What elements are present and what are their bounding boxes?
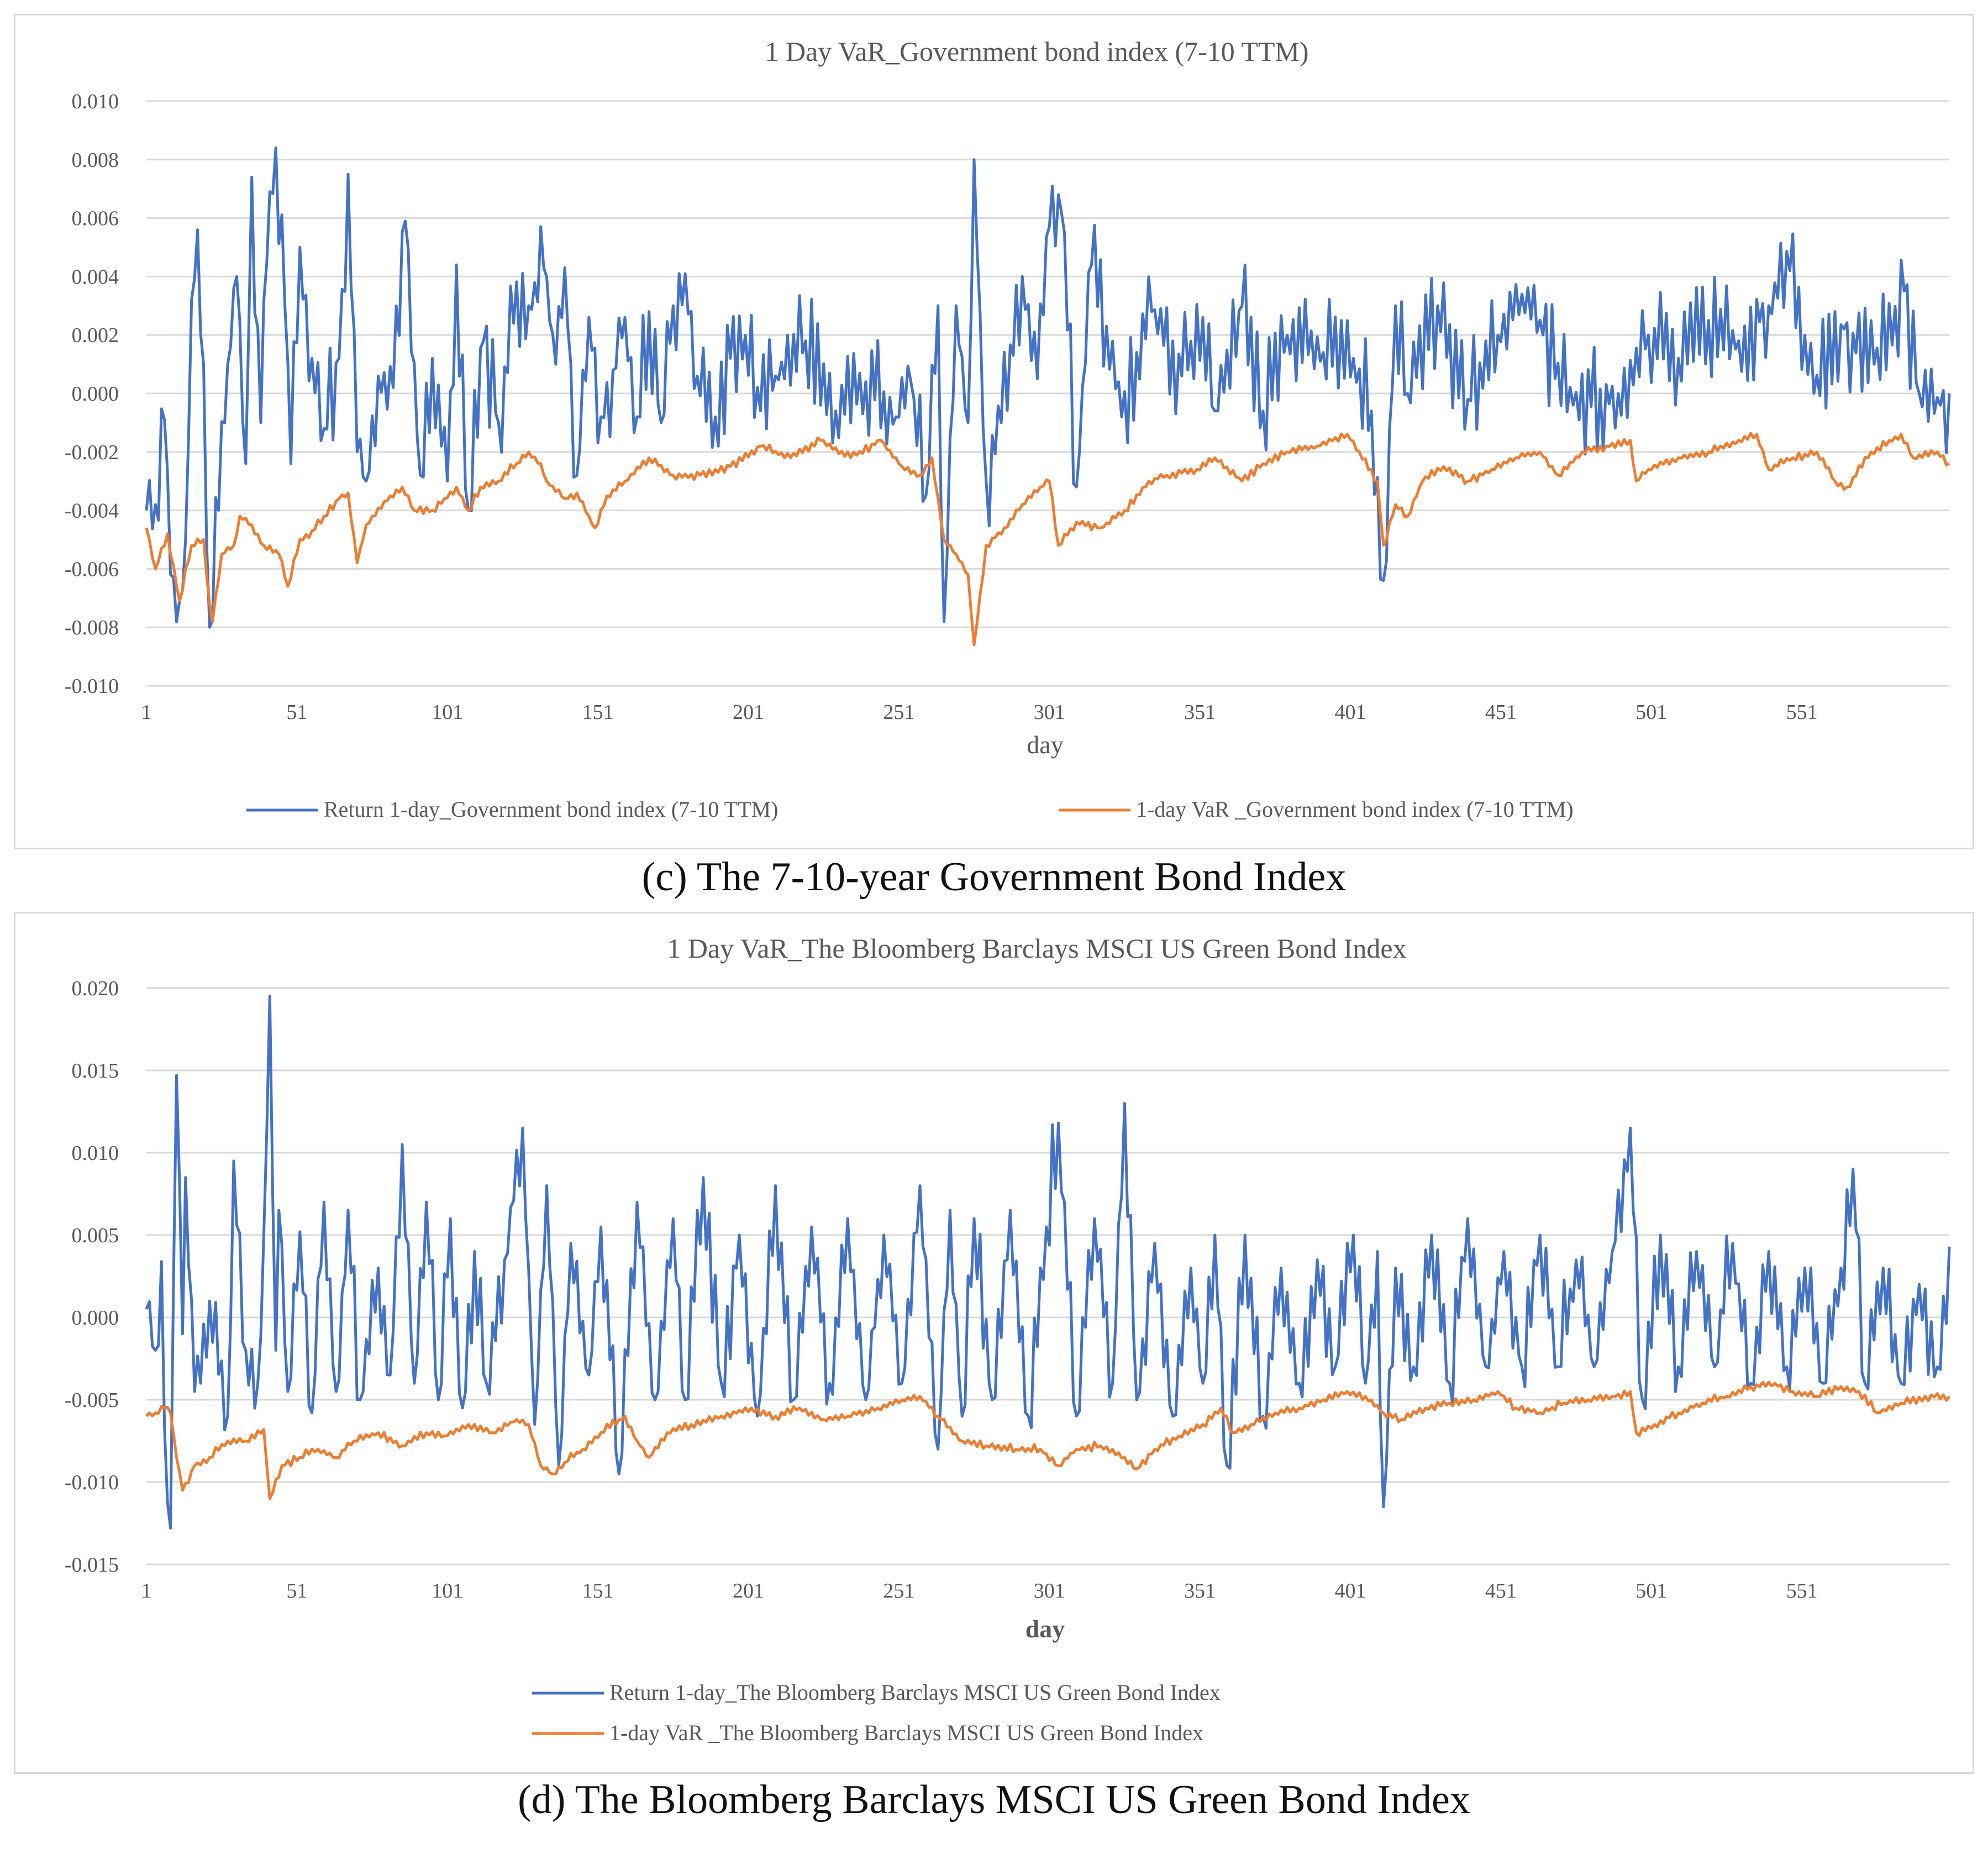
chart-d-series-return-line (145, 995, 1951, 1530)
chart-d-xtick-label: 401 (1334, 1579, 1366, 1603)
chart-d-xtick-label: 251 (883, 1579, 914, 1603)
chart-panel-c: 1 Day VaR_Government bond index (7-10 TT… (14, 14, 1974, 849)
chart-c-xtick-label: 251 (883, 701, 914, 724)
chart-c-title: 1 Day VaR_Government bond index (7-10 TT… (765, 36, 1308, 67)
chart-c-xtick-label: 301 (1034, 701, 1065, 724)
chart-c-xtick-label: 201 (733, 701, 764, 724)
chart-d-xtick-label: 551 (1786, 1579, 1818, 1603)
chart-c-xlabel: day (1027, 731, 1063, 759)
chart-d-title: 1 Day VaR_The Bloomberg Barclays MSCI US… (667, 933, 1406, 964)
chart-c-xtick-label: 551 (1786, 701, 1818, 724)
chart-d-ytick-label: 0.005 (72, 1224, 119, 1247)
chart-d-series-var-line (145, 1380, 1950, 1500)
chart-c-xtick-label: 151 (582, 701, 614, 724)
chart-d-xtick-label: 201 (733, 1579, 764, 1603)
chart-d-legend-label-var: 1-day VaR _The Bloomberg Barclays MSCI U… (609, 1720, 1203, 1745)
chart-c-xtick-label: 401 (1334, 701, 1366, 724)
chart-d-ytick-label: 0.000 (72, 1306, 119, 1330)
chart-d-xtick-label: 451 (1485, 1579, 1517, 1603)
chart-c-xtick-label: 51 (286, 701, 307, 724)
chart-d-legend-label-return: Return 1-day_The Bloomberg Barclays MSCI… (609, 1680, 1221, 1705)
chart-c-xtick-label: 351 (1184, 701, 1216, 724)
chart-c-ytick-label: -0.004 (65, 500, 119, 523)
chart-c-ytick-label: 0.004 (72, 265, 119, 288)
chart-c-ytick-label: -0.006 (65, 558, 119, 581)
chart-d-ytick-label: 0.015 (72, 1059, 119, 1083)
chart-d-xtick-label: 351 (1184, 1579, 1216, 1603)
caption-c: (c) The 7-10-year Government Bond Index (641, 854, 1347, 900)
chart-c-series-var-line (145, 432, 1950, 647)
chart-c-xtick-label: 1 (141, 701, 152, 724)
caption-d: (d) The Bloomberg Barclays MSCI US Green… (518, 1777, 1470, 1822)
chart-d-xtick-label: 151 (582, 1579, 614, 1603)
chart-d-xtick-label: 501 (1635, 1579, 1667, 1603)
chart-d-svg: 1 Day VaR_The Bloomberg Barclays MSCI US… (65, 933, 1951, 1745)
chart-c-legend-label-return: Return 1-day_Government bond index (7-10… (324, 797, 778, 822)
chart-d-xlabel: day (1025, 1615, 1065, 1643)
chart-d-ytick-label: -0.010 (65, 1471, 119, 1494)
chart-c-ytick-label: 0.008 (72, 149, 119, 172)
chart-c-svg: 1 Day VaR_Government bond index (7-10 TT… (65, 36, 1951, 822)
chart-c-ytick-label: -0.008 (65, 616, 119, 639)
chart-c-xtick-label: 101 (432, 701, 463, 724)
chart-d-xtick-label: 51 (286, 1579, 307, 1603)
chart-c-ytick-label: 0.002 (72, 324, 119, 347)
chart-d-ytick-label: -0.015 (65, 1553, 119, 1577)
chart-c-ytick-label: -0.002 (65, 441, 119, 464)
chart-d-ytick-label: -0.005 (65, 1389, 119, 1412)
chart-c-ytick-label: 0.006 (72, 207, 119, 230)
chart-c-legend-label-var: 1-day VaR _Government bond index (7-10 T… (1136, 797, 1574, 822)
chart-c-xtick-label: 451 (1485, 701, 1517, 724)
chart-d-ytick-label: 0.010 (72, 1142, 119, 1165)
chart-c-ytick-label: 0.010 (72, 90, 119, 113)
chart-panel-d: 1 Day VaR_The Bloomberg Barclays MSCI US… (14, 912, 1974, 1774)
chart-d-xtick-label: 301 (1034, 1579, 1065, 1603)
chart-d-ytick-label: 0.020 (72, 977, 119, 1000)
chart-c-ytick-label: -0.010 (65, 675, 119, 698)
chart-c-xtick-label: 501 (1635, 701, 1667, 724)
chart-c-ytick-label: 0.000 (72, 382, 119, 406)
chart-d-xtick-label: 101 (432, 1579, 463, 1603)
chart-d-xtick-label: 1 (141, 1579, 152, 1603)
chart-c-series-return-line (145, 146, 1951, 629)
